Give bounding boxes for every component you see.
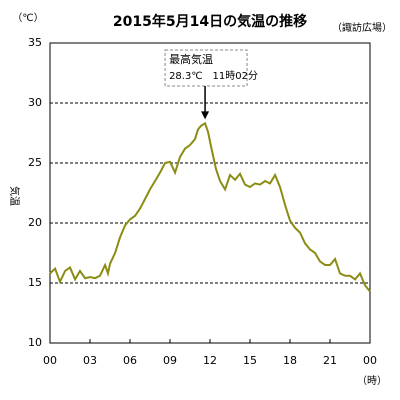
chart-title: 2015年5月14日の気温の推移 [113,13,307,30]
annotation-box [164,49,248,87]
x-tick-label: 18 [283,354,297,367]
annotation-arrowhead [201,111,210,120]
annotation-label: 最高気温 [169,52,213,66]
y-tick-label: 15 [28,276,42,289]
y-unit: （℃） [12,12,43,24]
annotation-text: 28.3℃ 11時02分 [169,70,258,82]
x-tick-label: 09 [163,354,177,367]
x-tick-label: 00 [43,354,57,367]
temperature-line [49,121,371,293]
x-tick-label: 00 [363,354,377,367]
y-tick-label: 30 [28,96,42,109]
x-tick-label: 06 [123,354,137,367]
y-tick-label: 25 [28,156,42,169]
x-tick-label: 15 [243,354,257,367]
y-tick-label: 20 [28,216,42,229]
x-tick-label: 12 [203,354,217,367]
y-tick-label: 10 [28,336,42,349]
x-tick-label: 21 [323,354,337,367]
y-tick-label: 35 [28,36,42,49]
chart-subtitle: （諏訪広場） [332,21,392,34]
x-unit: （時） [357,375,387,387]
y-axis-label: 気温 [8,186,21,206]
x-tick-label: 03 [83,354,97,367]
plot-frame [49,42,371,344]
